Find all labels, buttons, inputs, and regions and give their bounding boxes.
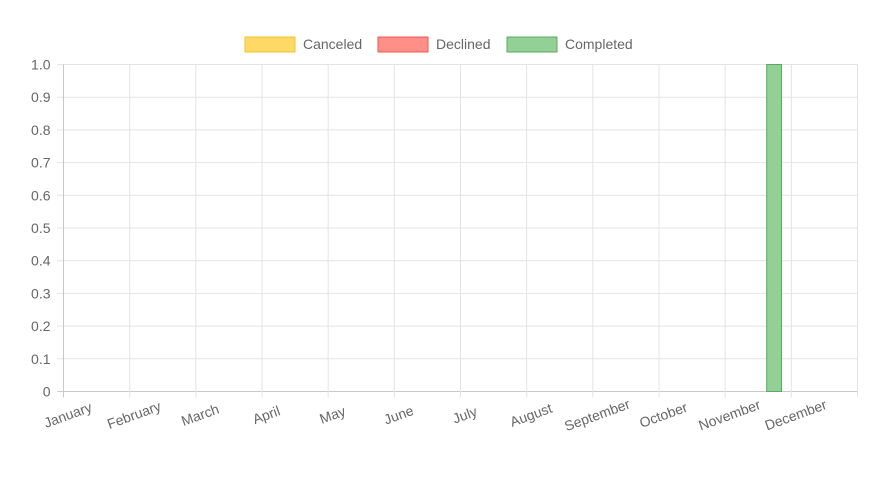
- legend-item-declined[interactable]: Declined: [377, 36, 490, 53]
- legend-label: Canceled: [303, 36, 362, 52]
- x-tick-label: November: [696, 396, 762, 433]
- x-tick-label: March: [179, 401, 221, 429]
- y-tick-label: 0.9: [31, 89, 51, 105]
- y-tick-label: 0.4: [31, 253, 51, 269]
- bar-completed-november[interactable]: [766, 64, 783, 392]
- y-tick-label: 0: [43, 384, 51, 400]
- legend-item-canceled[interactable]: Canceled: [244, 36, 362, 53]
- y-tick-label: 0.7: [31, 155, 51, 171]
- legend-label: Declined: [436, 36, 490, 52]
- legend-label: Completed: [565, 36, 633, 52]
- legend-item-completed[interactable]: Completed: [506, 36, 633, 53]
- x-tick-label: June: [382, 402, 416, 427]
- y-tick-label: 0.2: [31, 318, 51, 334]
- x-tick-label: July: [450, 403, 479, 427]
- y-tick-label: 0.1: [31, 351, 51, 367]
- x-tick-label: September: [562, 395, 632, 434]
- bars-layer: [766, 64, 783, 392]
- y-tick-label: 1.0: [31, 57, 51, 73]
- y-tick-label: 0.8: [31, 122, 51, 138]
- y-tick-label: 0.3: [31, 285, 51, 301]
- y-tick-label: 0.6: [31, 187, 51, 203]
- x-tick-label: January: [42, 399, 94, 431]
- legend-swatch: [506, 36, 558, 53]
- legend: Canceled Declined Completed: [244, 36, 633, 53]
- x-tick-label: August: [508, 400, 555, 430]
- y-tick-label: 0.5: [31, 220, 51, 236]
- x-tick-label: October: [637, 399, 690, 431]
- x-tick-label: April: [250, 402, 282, 427]
- legend-swatch: [377, 36, 429, 53]
- x-tick-label: December: [763, 396, 829, 433]
- x-tick-label: February: [105, 398, 163, 432]
- grid-layer: [57, 64, 858, 398]
- x-tick-label: May: [317, 403, 347, 427]
- legend-swatch: [244, 36, 296, 53]
